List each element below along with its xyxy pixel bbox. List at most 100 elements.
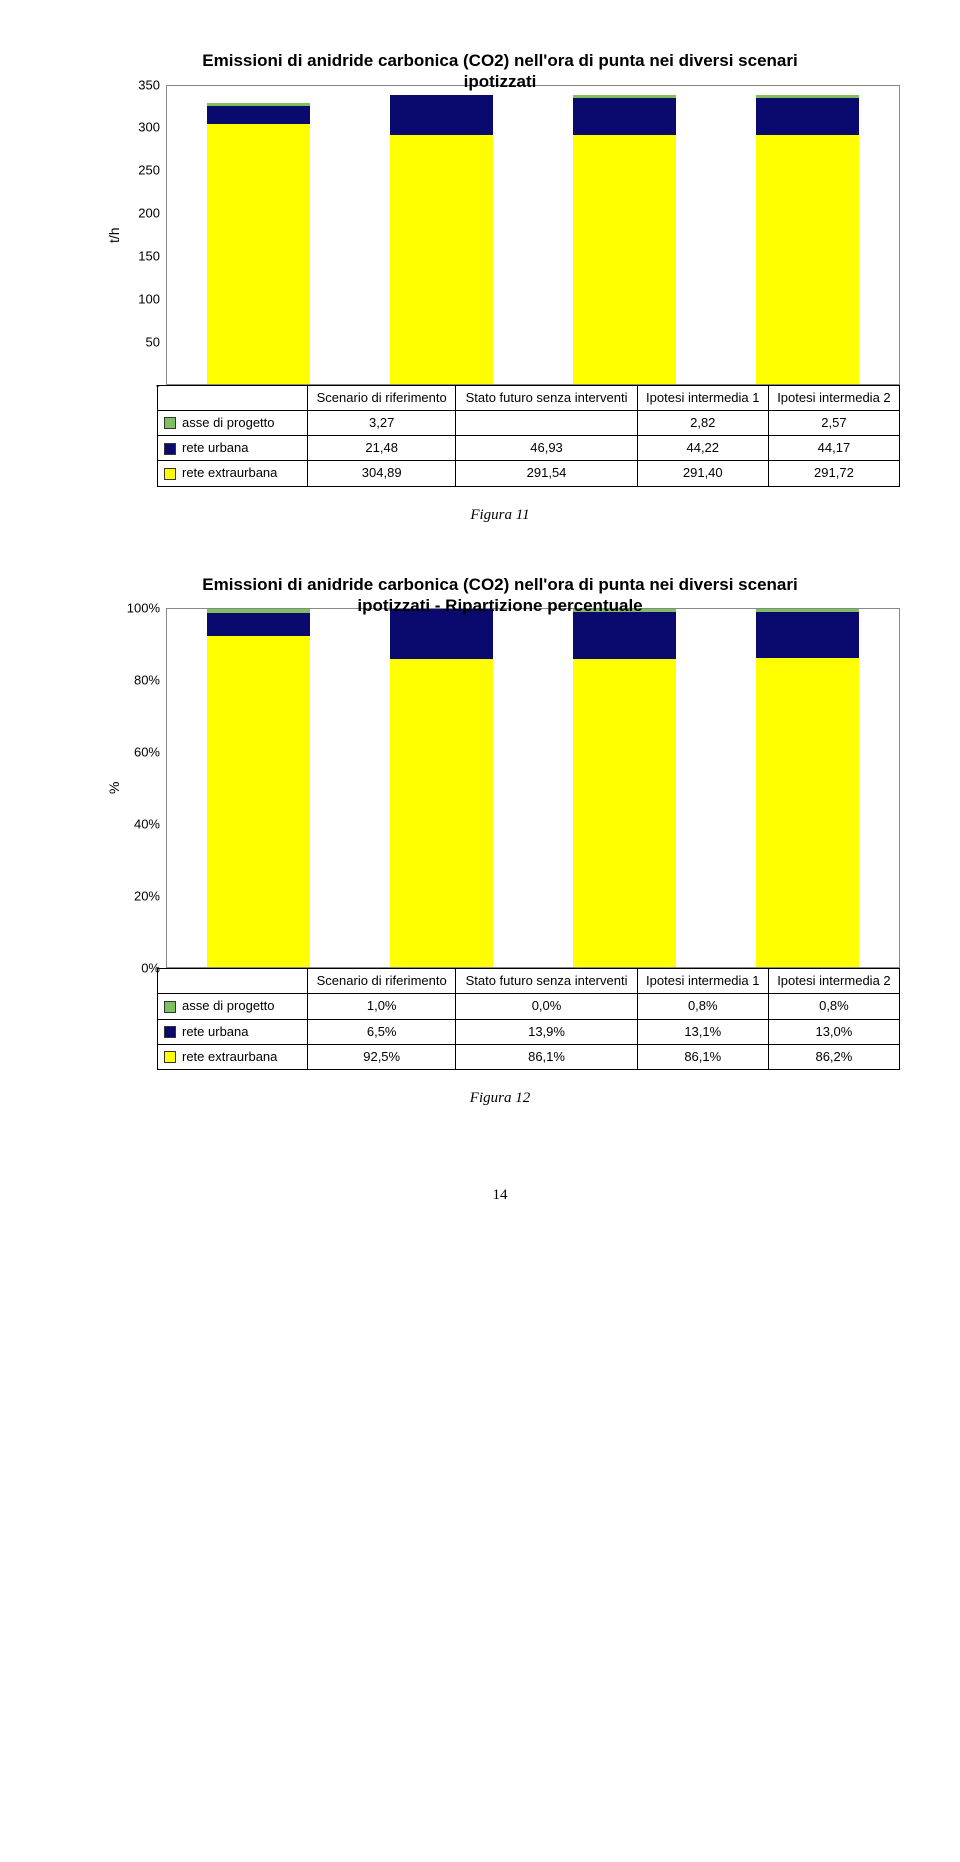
bar-segment: [573, 95, 675, 97]
table-cell: 13,1%: [637, 1019, 768, 1044]
y-tick-label: 0%: [141, 961, 160, 976]
series-label: asse di progetto: [158, 410, 308, 435]
plot-area: [166, 608, 900, 968]
bar-segment: [573, 659, 675, 967]
plot-area: [166, 85, 900, 385]
figure-caption: Figura 11: [100, 507, 900, 524]
bar-segment: [390, 95, 492, 135]
bar-segment: [207, 636, 309, 967]
bar-segment: [390, 135, 492, 383]
figure-caption: Figura 12: [100, 1090, 900, 1107]
y-tick-label: 250: [138, 163, 160, 178]
series-label: asse di progetto: [158, 994, 308, 1019]
legend-swatch: [164, 468, 176, 480]
stacked-bar: [207, 609, 309, 967]
series-label: rete extraurbana: [158, 1044, 308, 1069]
column-header: Scenario di riferimento: [308, 969, 456, 994]
stacked-bar: [390, 86, 492, 384]
y-tick-label: 50: [146, 334, 160, 349]
legend-swatch: [164, 443, 176, 455]
y-ticks: 100%80%60%40%20%0%: [122, 608, 166, 968]
y-tick-label: 300: [138, 120, 160, 135]
stacked-bar: [573, 86, 675, 384]
stacked-bar: [390, 609, 492, 967]
y-axis-label: %: [100, 608, 122, 968]
y-tick-label: -: [156, 377, 160, 392]
bar-segment: [756, 658, 858, 967]
bar-segment: [756, 95, 858, 97]
column-header: Stato futuro senza interventi: [456, 969, 637, 994]
legend-swatch: [164, 417, 176, 429]
bar-segment: [756, 135, 858, 383]
bar-segment: [207, 613, 309, 636]
stacked-bar: [756, 86, 858, 384]
chart-title: Emissioni di anidride carbonica (CO2) ne…: [100, 50, 900, 93]
table-row: rete extraurbana92,5%86,1%86,1%86,2%: [158, 1044, 900, 1069]
y-tick-label: 150: [138, 248, 160, 263]
bar-segment: [573, 612, 675, 659]
table-cell: 44,22: [637, 436, 768, 461]
table-cell: 46,93: [456, 436, 637, 461]
series-label: rete urbana: [158, 1019, 308, 1044]
bar-segment: [573, 98, 675, 136]
legend-swatch: [164, 1051, 176, 1063]
column-header: Ipotesi intermedia 1: [637, 969, 768, 994]
y-tick-label: 80%: [134, 673, 160, 688]
table-row: rete extraurbana304,89291,54291,40291,72: [158, 461, 900, 486]
table-cell: 13,9%: [456, 1019, 637, 1044]
y-tick-label: 60%: [134, 745, 160, 760]
bar-segment: [756, 98, 858, 136]
bar-segment: [207, 106, 309, 124]
table-cell: 6,5%: [308, 1019, 456, 1044]
bar-segment: [573, 135, 675, 383]
table-cell: 2,57: [768, 410, 899, 435]
table-cell: [456, 410, 637, 435]
table-cell: 291,54: [456, 461, 637, 486]
bar-segment: [207, 103, 309, 106]
bar-segment: [390, 659, 492, 967]
table-cell: 0,8%: [637, 994, 768, 1019]
y-tick-label: 100: [138, 291, 160, 306]
column-header: Ipotesi intermedia 2: [768, 969, 899, 994]
table-cell: 86,1%: [637, 1044, 768, 1069]
column-header: Ipotesi intermedia 2: [768, 385, 899, 410]
chart-title: Emissioni di anidride carbonica (CO2) ne…: [100, 574, 900, 617]
stacked-bar: [756, 609, 858, 967]
legend-swatch: [164, 1001, 176, 1013]
column-header: Stato futuro senza interventi: [456, 385, 637, 410]
table-row: asse di progetto1,0%0,0%0,8%0,8%: [158, 994, 900, 1019]
table-row: rete urbana21,4846,9344,2244,17: [158, 436, 900, 461]
data-table: Scenario di riferimentoStato futuro senz…: [157, 968, 900, 1070]
table-cell: 21,48: [308, 436, 456, 461]
table-cell: 86,2%: [768, 1044, 899, 1069]
table-row: rete urbana6,5%13,9%13,1%13,0%: [158, 1019, 900, 1044]
y-tick-label: 20%: [134, 889, 160, 904]
y-tick-label: 200: [138, 206, 160, 221]
column-header: Ipotesi intermedia 1: [637, 385, 768, 410]
table-cell: 92,5%: [308, 1044, 456, 1069]
chart-co2-absolute: Emissioni di anidride carbonica (CO2) ne…: [100, 50, 900, 524]
bar-segment: [207, 124, 309, 384]
y-ticks: 35030025020015010050-: [122, 85, 166, 385]
table-cell: 291,40: [637, 461, 768, 486]
column-header: Scenario di riferimento: [308, 385, 456, 410]
table-cell: 0,0%: [456, 994, 637, 1019]
table-cell: 291,72: [768, 461, 899, 486]
table-cell: 86,1%: [456, 1044, 637, 1069]
data-table: Scenario di riferimentoStato futuro senz…: [157, 385, 900, 487]
table-cell: 2,82: [637, 410, 768, 435]
series-label: rete urbana: [158, 436, 308, 461]
table-cell: 1,0%: [308, 994, 456, 1019]
table-cell: 0,8%: [768, 994, 899, 1019]
table-cell: 304,89: [308, 461, 456, 486]
stacked-bar: [573, 609, 675, 967]
legend-swatch: [164, 1026, 176, 1038]
chart-co2-percent: Emissioni di anidride carbonica (CO2) ne…: [100, 574, 900, 1108]
series-label: rete extraurbana: [158, 461, 308, 486]
table-cell: 3,27: [308, 410, 456, 435]
table-row: asse di progetto3,27 2,822,57: [158, 410, 900, 435]
table-cell: 44,17: [768, 436, 899, 461]
page-number: 14: [100, 1187, 900, 1204]
y-tick-label: 40%: [134, 817, 160, 832]
bar-segment: [390, 609, 492, 659]
